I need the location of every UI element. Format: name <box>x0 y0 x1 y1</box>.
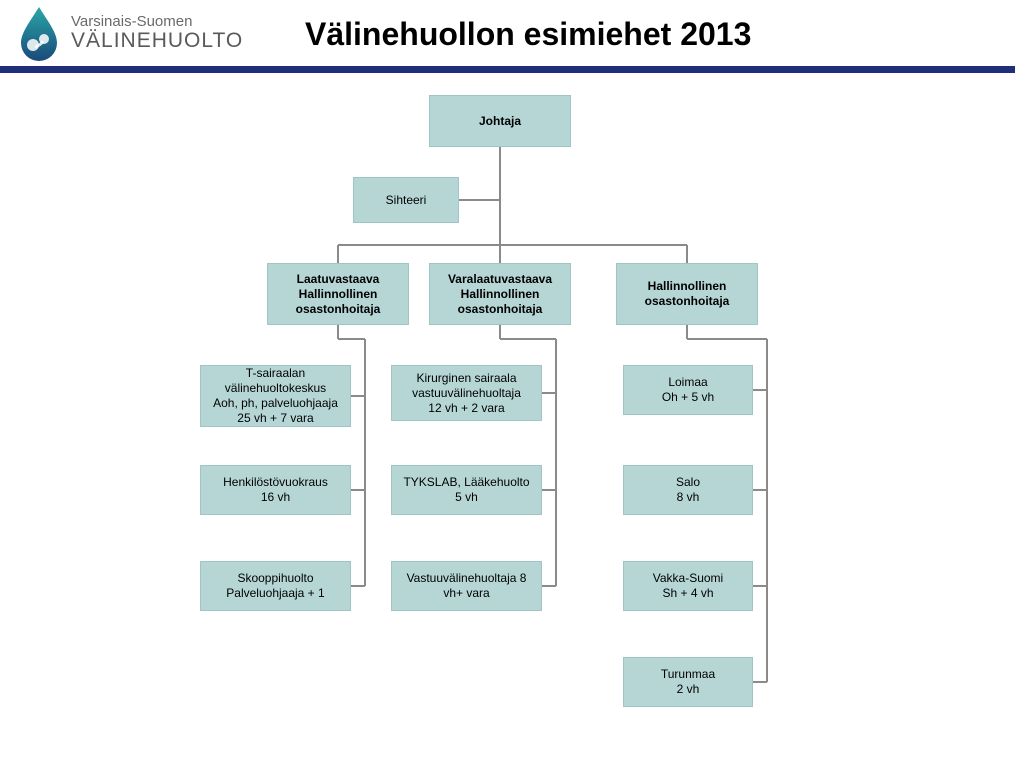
org-node-label: Henkilöstövuokraus16 vh <box>223 475 328 505</box>
org-node-label: LoimaaOh + 5 vh <box>662 375 714 405</box>
header: Varsinais-Suomen VÄLINEHUOLTO Välinehuol… <box>0 0 1015 70</box>
org-node-label: T-sairaalanvälinehuoltokeskusAoh, ph, pa… <box>213 366 338 426</box>
org-node-b2: TYKSLAB, Lääkehuolto5 vh <box>391 465 542 515</box>
org-node-m3: Hallinnollinenosastonhoitaja <box>616 263 758 325</box>
org-node-c1: LoimaaOh + 5 vh <box>623 365 753 415</box>
org-node-label: Kirurginen sairaalavastuuvälinehuoltaja1… <box>412 371 521 416</box>
org-node-sihteeri: Sihteeri <box>353 177 459 223</box>
org-chart: Johtaja Sihteeri LaatuvastaavaHallinnollin… <box>0 75 1015 777</box>
org-name-small: Varsinais-Suomen <box>71 14 243 30</box>
logo-text: Varsinais-Suomen VÄLINEHUOLTO <box>71 14 243 52</box>
org-node-label: LaatuvastaavaHallinnollinenosastonhoitaj… <box>296 272 381 317</box>
logo-drop-icon <box>15 5 63 61</box>
org-node-label: Vastuuvälinehuoltaja 8vh+ vara <box>407 571 527 601</box>
org-node-c2: Salo8 vh <box>623 465 753 515</box>
org-node-m1: LaatuvastaavaHallinnollinenosastonhoitaj… <box>267 263 409 325</box>
page-title: Välinehuollon esimiehet 2013 <box>305 16 751 53</box>
org-node-m2: VaralaatuvastaavaHallinnollinenosastonho… <box>429 263 571 325</box>
org-chart-connectors <box>0 75 1015 777</box>
org-node-label: TYKSLAB, Lääkehuolto5 vh <box>403 475 529 505</box>
org-node-b1: Kirurginen sairaalavastuuvälinehuoltaja1… <box>391 365 542 421</box>
org-node-label: VaralaatuvastaavaHallinnollinenosastonho… <box>448 272 552 317</box>
org-node-b3: Vastuuvälinehuoltaja 8vh+ vara <box>391 561 542 611</box>
org-node-a2: Henkilöstövuokraus16 vh <box>200 465 351 515</box>
org-node-a3: SkooppihuoltoPalveluohjaaja + 1 <box>200 561 351 611</box>
org-node-label: Johtaja <box>479 114 521 129</box>
org-node-c3: Vakka-SuomiSh + 4 vh <box>623 561 753 611</box>
org-node-label: Vakka-SuomiSh + 4 vh <box>653 571 723 601</box>
org-node-root: Johtaja <box>429 95 571 147</box>
org-node-c4: Turunmaa2 vh <box>623 657 753 707</box>
org-node-label: Salo8 vh <box>676 475 700 505</box>
logo: Varsinais-Suomen VÄLINEHUOLTO <box>15 5 243 61</box>
org-node-a1: T-sairaalanvälinehuoltokeskusAoh, ph, pa… <box>200 365 351 427</box>
org-node-label: Hallinnollinenosastonhoitaja <box>645 279 730 309</box>
org-name-big: VÄLINEHUOLTO <box>71 30 243 52</box>
header-rule <box>0 66 1015 71</box>
org-node-label: SkooppihuoltoPalveluohjaaja + 1 <box>226 571 324 601</box>
org-node-label: Sihteeri <box>386 193 427 208</box>
org-node-label: Turunmaa2 vh <box>661 667 715 697</box>
